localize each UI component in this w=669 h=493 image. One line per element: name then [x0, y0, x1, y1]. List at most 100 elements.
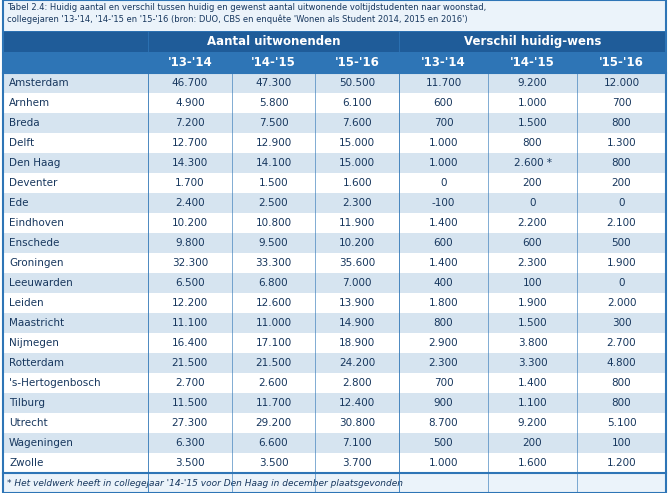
- Text: Rotterdam: Rotterdam: [9, 358, 64, 368]
- Text: 12.200: 12.200: [172, 298, 208, 308]
- Text: 2.300: 2.300: [429, 358, 458, 368]
- Text: 2.900: 2.900: [429, 338, 458, 348]
- Text: 's-Hertogenbosch: 's-Hertogenbosch: [9, 378, 100, 388]
- Text: 33.300: 33.300: [256, 258, 292, 268]
- Bar: [3, 393, 666, 413]
- Text: 600: 600: [522, 238, 543, 248]
- Text: 800: 800: [611, 118, 632, 128]
- Bar: [3, 113, 666, 133]
- Text: 7.200: 7.200: [175, 118, 205, 128]
- Text: 700: 700: [434, 118, 454, 128]
- Text: 7.100: 7.100: [343, 438, 372, 448]
- Text: 35.600: 35.600: [339, 258, 375, 268]
- Text: 6.100: 6.100: [343, 98, 372, 108]
- Text: 2.500: 2.500: [259, 198, 288, 208]
- Text: 11.000: 11.000: [256, 318, 292, 328]
- Text: Arnhem: Arnhem: [9, 98, 50, 108]
- Text: 2.300: 2.300: [343, 198, 372, 208]
- Bar: [3, 233, 666, 253]
- Text: Breda: Breda: [9, 118, 39, 128]
- Text: 9.800: 9.800: [175, 238, 205, 248]
- Text: 32.300: 32.300: [172, 258, 208, 268]
- Text: 700: 700: [434, 378, 454, 388]
- Text: 600: 600: [434, 238, 454, 248]
- Text: 1.000: 1.000: [429, 158, 458, 168]
- Text: 18.900: 18.900: [339, 338, 375, 348]
- Text: 1.000: 1.000: [429, 138, 458, 148]
- Text: 12.000: 12.000: [603, 78, 640, 88]
- Text: 800: 800: [611, 378, 632, 388]
- Bar: [3, 73, 666, 93]
- Bar: [3, 453, 666, 473]
- Text: 30.800: 30.800: [339, 418, 375, 428]
- Text: 46.700: 46.700: [172, 78, 208, 88]
- Bar: [3, 31, 666, 52]
- Text: 2.300: 2.300: [518, 258, 547, 268]
- Text: 6.800: 6.800: [259, 278, 288, 288]
- Text: 800: 800: [434, 318, 454, 328]
- Bar: [3, 173, 666, 193]
- Bar: [3, 293, 666, 313]
- Text: Enschede: Enschede: [9, 238, 60, 248]
- Text: 21.500: 21.500: [256, 358, 292, 368]
- Text: 13.900: 13.900: [339, 298, 375, 308]
- Text: 0: 0: [440, 178, 447, 188]
- Text: 2.800: 2.800: [343, 378, 372, 388]
- Text: 11.900: 11.900: [339, 218, 375, 228]
- Text: 5.100: 5.100: [607, 418, 636, 428]
- Text: Eindhoven: Eindhoven: [9, 218, 64, 228]
- Text: 9.500: 9.500: [259, 238, 288, 248]
- Bar: [3, 253, 666, 273]
- Text: Utrecht: Utrecht: [9, 418, 47, 428]
- Bar: [3, 133, 666, 153]
- Text: 2.600: 2.600: [259, 378, 288, 388]
- Text: 2.700: 2.700: [607, 338, 636, 348]
- Text: 7.600: 7.600: [343, 118, 372, 128]
- Bar: [3, 213, 666, 233]
- Bar: [3, 0, 666, 31]
- Text: 0: 0: [529, 198, 536, 208]
- Text: Tilburg: Tilburg: [9, 398, 45, 408]
- Text: 1.400: 1.400: [429, 258, 458, 268]
- Text: Zwolle: Zwolle: [9, 458, 43, 468]
- Bar: [3, 473, 666, 493]
- Text: 0: 0: [618, 278, 625, 288]
- Text: 1.400: 1.400: [518, 378, 547, 388]
- Text: Amsterdam: Amsterdam: [9, 78, 70, 88]
- Text: 47.300: 47.300: [256, 78, 292, 88]
- Text: Verschil huidig-wens: Verschil huidig-wens: [464, 35, 601, 48]
- Text: 10.200: 10.200: [339, 238, 375, 248]
- Text: 21.500: 21.500: [172, 358, 208, 368]
- Text: 1.100: 1.100: [518, 398, 547, 408]
- Text: 2.000: 2.000: [607, 298, 636, 308]
- Text: 2.700: 2.700: [175, 378, 205, 388]
- Text: Den Haag: Den Haag: [9, 158, 60, 168]
- Bar: [3, 353, 666, 373]
- Text: Deventer: Deventer: [9, 178, 58, 188]
- Text: -100: -100: [432, 198, 455, 208]
- Text: 1.000: 1.000: [429, 458, 458, 468]
- Text: Wageningen: Wageningen: [9, 438, 74, 448]
- Text: 6.500: 6.500: [175, 278, 205, 288]
- Text: 14.300: 14.300: [172, 158, 208, 168]
- Bar: [3, 433, 666, 453]
- Text: 12.700: 12.700: [172, 138, 208, 148]
- Text: 12.600: 12.600: [256, 298, 292, 308]
- Text: 3.500: 3.500: [175, 458, 205, 468]
- Bar: [3, 413, 666, 433]
- Text: Tabel 2.4: Huidig aantal en verschil tussen huidig en gewenst aantal uitwonende : Tabel 2.4: Huidig aantal en verschil tus…: [7, 3, 486, 12]
- Text: 12.900: 12.900: [256, 138, 292, 148]
- Text: 11.700: 11.700: [425, 78, 462, 88]
- Text: Maastricht: Maastricht: [9, 318, 64, 328]
- Text: 14.900: 14.900: [339, 318, 375, 328]
- Text: Leiden: Leiden: [9, 298, 43, 308]
- Text: 16.400: 16.400: [172, 338, 208, 348]
- Text: 1.000: 1.000: [518, 98, 547, 108]
- Text: 3.300: 3.300: [518, 358, 547, 368]
- Text: '13-'14: '13-'14: [167, 56, 212, 69]
- Text: 1.500: 1.500: [259, 178, 288, 188]
- Bar: [3, 333, 666, 353]
- Text: 4.900: 4.900: [175, 98, 205, 108]
- Text: 27.300: 27.300: [172, 418, 208, 428]
- Text: 100: 100: [611, 438, 632, 448]
